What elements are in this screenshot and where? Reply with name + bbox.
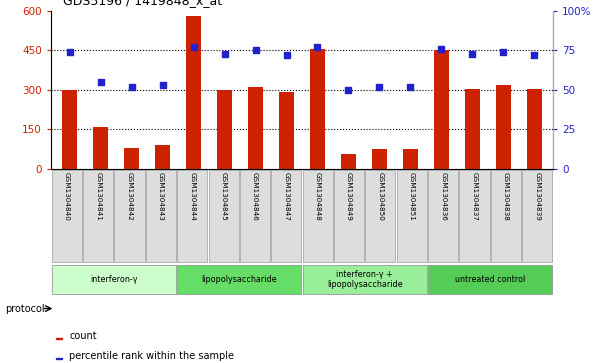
Text: protocol: protocol: [5, 303, 45, 314]
FancyBboxPatch shape: [428, 170, 458, 262]
Text: percentile rank within the sample: percentile rank within the sample: [69, 351, 234, 361]
Point: [436, 46, 446, 52]
FancyBboxPatch shape: [491, 170, 521, 262]
Text: GSM1304836: GSM1304836: [440, 172, 446, 220]
FancyBboxPatch shape: [365, 170, 395, 262]
Point: [96, 79, 105, 85]
FancyBboxPatch shape: [177, 170, 207, 262]
Point: [282, 52, 291, 58]
Bar: [341, 154, 356, 169]
Bar: [93, 127, 108, 169]
FancyBboxPatch shape: [522, 170, 552, 262]
Text: GSM1304847: GSM1304847: [283, 172, 289, 220]
Text: GSM1304845: GSM1304845: [221, 172, 227, 220]
FancyBboxPatch shape: [240, 170, 270, 262]
Point: [406, 84, 415, 90]
FancyBboxPatch shape: [52, 265, 176, 294]
Bar: [56, 358, 61, 359]
Text: GSM1304842: GSM1304842: [126, 172, 132, 220]
Text: lipopolysaccharide: lipopolysaccharide: [201, 275, 277, 284]
Text: GSM1304850: GSM1304850: [377, 172, 383, 220]
Text: interferon-γ +
lipopolysaccharide: interferon-γ + lipopolysaccharide: [327, 270, 403, 289]
Bar: [310, 49, 325, 169]
Text: GSM1304840: GSM1304840: [64, 172, 70, 220]
Bar: [465, 89, 480, 169]
FancyBboxPatch shape: [334, 170, 364, 262]
FancyBboxPatch shape: [52, 170, 82, 262]
Bar: [56, 338, 61, 339]
Text: GSM1304851: GSM1304851: [409, 172, 415, 220]
FancyBboxPatch shape: [428, 265, 552, 294]
Bar: [279, 93, 294, 169]
Text: GSM1304838: GSM1304838: [503, 172, 509, 220]
Text: GSM1304843: GSM1304843: [158, 172, 164, 220]
FancyBboxPatch shape: [303, 170, 333, 262]
FancyBboxPatch shape: [397, 170, 427, 262]
Point: [127, 84, 136, 90]
Bar: [186, 16, 201, 169]
Bar: [217, 90, 233, 169]
Text: GSM1304839: GSM1304839: [534, 172, 540, 220]
Text: interferon-γ: interferon-γ: [90, 275, 138, 284]
FancyBboxPatch shape: [209, 170, 239, 262]
Bar: [248, 87, 263, 169]
Text: GDS5196 / 1419848_x_at: GDS5196 / 1419848_x_at: [63, 0, 222, 7]
Point: [220, 50, 230, 56]
Bar: [526, 89, 542, 169]
FancyBboxPatch shape: [303, 265, 427, 294]
Point: [344, 87, 353, 93]
Point: [499, 49, 508, 55]
Point: [189, 44, 198, 50]
Text: count: count: [69, 331, 97, 341]
FancyBboxPatch shape: [271, 170, 301, 262]
FancyBboxPatch shape: [83, 170, 113, 262]
Text: GSM1304837: GSM1304837: [472, 172, 478, 220]
Bar: [434, 50, 449, 169]
FancyBboxPatch shape: [114, 170, 145, 262]
Point: [468, 50, 477, 56]
Text: GSM1304846: GSM1304846: [252, 172, 258, 220]
Point: [374, 84, 384, 90]
Point: [158, 82, 168, 88]
Text: GSM1304848: GSM1304848: [315, 172, 321, 220]
Text: untreated control: untreated control: [455, 275, 525, 284]
FancyBboxPatch shape: [459, 170, 490, 262]
Text: GSM1304849: GSM1304849: [346, 172, 352, 220]
Point: [313, 44, 322, 50]
Bar: [124, 148, 139, 169]
FancyBboxPatch shape: [146, 170, 176, 262]
Text: GSM1304841: GSM1304841: [95, 172, 101, 220]
Text: GSM1304844: GSM1304844: [189, 172, 195, 220]
Bar: [371, 149, 387, 169]
Point: [251, 48, 260, 53]
Bar: [496, 85, 511, 169]
Point: [529, 52, 539, 58]
Bar: [62, 90, 78, 169]
Bar: [155, 145, 170, 169]
FancyBboxPatch shape: [177, 265, 301, 294]
Bar: [403, 149, 418, 169]
Point: [65, 49, 75, 55]
